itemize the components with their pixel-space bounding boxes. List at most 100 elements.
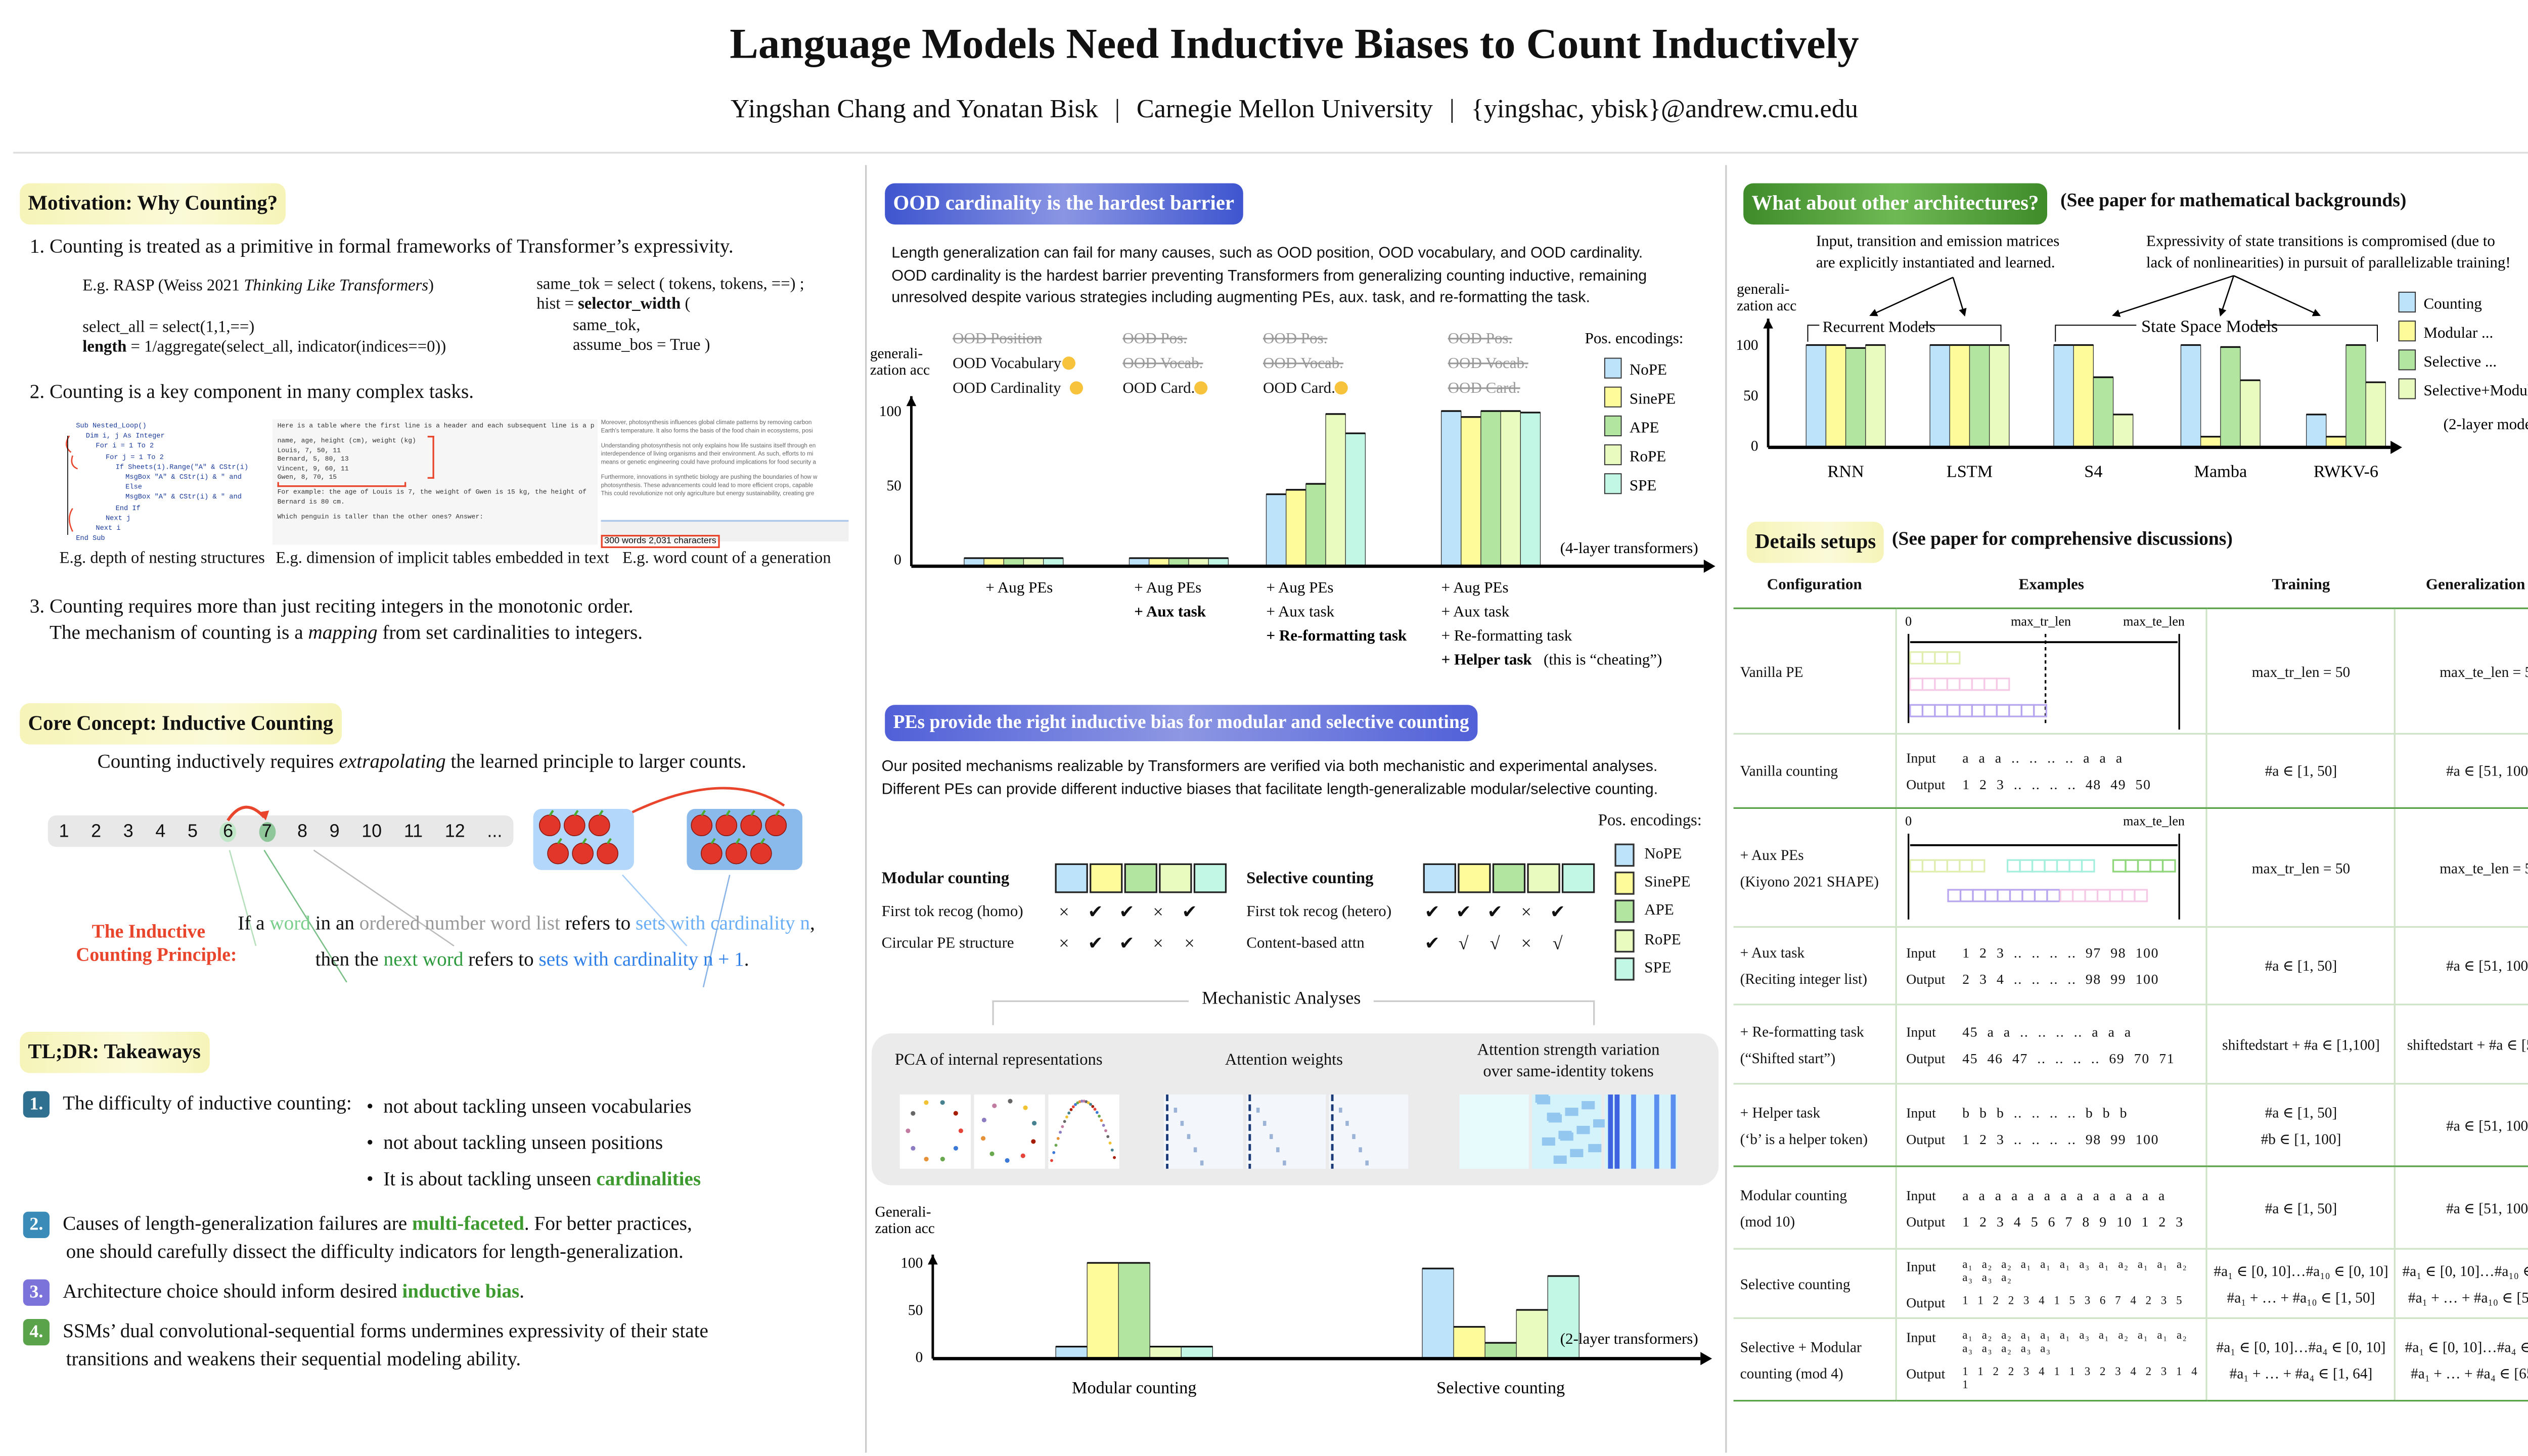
ood-condition-label: OOD Pos. xyxy=(1122,329,1187,347)
word-count-badge: 300 words 2,031 characters xyxy=(601,534,720,549)
config-cell: + Re-formatting task (“Shifted start”) xyxy=(1733,1004,1895,1085)
implicit-table-example: Here is a table where the first line is … xyxy=(272,419,598,545)
diagram-label: max_te_len xyxy=(2123,613,2185,628)
test-range: #a ∈ [51, 100] xyxy=(2446,1116,2528,1133)
bar-ape-2 xyxy=(1305,483,1326,567)
output-tokens: 1 2 3 4 5 6 7 8 9 10 1 2 3 xyxy=(1962,1212,2184,1230)
text: OOD cardinality is the hardest barrier p… xyxy=(891,265,1647,283)
architectures-chart: 0 50 100 generali-zation acc (2-layer models… xyxy=(1736,232,2528,481)
io-example: Input a₁ a₂ a₂ a₁ a₁ a₁ a₃ a₁ a₂ a₁ a₁ a₂… xyxy=(1897,1328,2206,1391)
pca-point xyxy=(1106,1135,1110,1139)
pca-point xyxy=(1067,1111,1071,1115)
output-tokens: 1 2 3 .. .. .. .. 98 99 100 xyxy=(1962,1130,2159,1147)
config-text: (Kiyono 2021 SHAPE) xyxy=(1740,872,1879,889)
test-cell: #a₁ ∈ [0, 10]…#a₁₀ ∈ [0, 10] #a₁ + … + #a… xyxy=(2394,1249,2528,1319)
pca-point xyxy=(1100,1119,1103,1122)
ood-condition-label: OOD Card. xyxy=(1448,379,1520,396)
test-range: max_te_len = 50 xyxy=(2440,859,2528,876)
mechanism-label: Circular PE structure xyxy=(881,935,1014,952)
legend-swatch xyxy=(1614,843,1635,867)
example-cell: Input a a a a a a a a a a a a a Output 1 2 … xyxy=(1894,1166,2207,1250)
bar-sinepe-1 xyxy=(1453,1326,1485,1359)
mechanism-row: Circular PE structure × ✔ ✔ × × xyxy=(882,928,1229,959)
text: Counting inductively requires xyxy=(97,749,339,773)
pca-point xyxy=(1050,1159,1053,1162)
code-line: If Sheets(1).Range("A" & CStr(i) xyxy=(115,465,249,472)
io-example: Input 45 a a .. .. .. .. a a a Output 45 46… xyxy=(1897,1023,2206,1066)
architectures-note: (See paper for mathematical backgrounds) xyxy=(2060,191,2407,211)
mechanism-mark: × xyxy=(1521,933,1531,953)
motivation-point-3: 3. Counting requires more than just reci… xyxy=(29,594,634,618)
code-line: Sub Nested_Loop() xyxy=(76,424,147,431)
training-cell: max_tr_len = 50 xyxy=(2206,808,2395,928)
number-word: 6 xyxy=(219,821,237,841)
test-cell: #a ∈ [51, 100] xyxy=(2394,734,2528,809)
pca-point xyxy=(1108,1142,1112,1145)
table-height-bracket xyxy=(427,436,434,479)
group-label: + Aug PEs xyxy=(985,578,1053,596)
takeaway-1-bullet: • not about tackling unseen vocabularies xyxy=(366,1094,692,1118)
bar-spe-3 xyxy=(1520,412,1541,567)
config-cell: Selective + Modular counting (mod 4) xyxy=(1733,1318,1895,1402)
input-label: Input xyxy=(1906,749,1936,766)
takeaway-1-bullet: • It is about tackling unseen cardinalit… xyxy=(366,1167,701,1191)
training-range: max_tr_len = 50 xyxy=(2251,859,2351,876)
code-hist-suffix: ( xyxy=(681,295,691,314)
group-label-note: (this is “cheating”) xyxy=(1544,650,1662,668)
number-word: ... xyxy=(487,821,503,841)
mechanism-mark: ✔ xyxy=(1119,934,1135,954)
legend-swatch xyxy=(1604,473,1622,494)
legend-swatch xyxy=(1614,872,1635,895)
pca-plot xyxy=(974,1094,1045,1169)
author-line: Yingshan Chang and Yonatan Bisk | Carneg… xyxy=(0,96,2528,125)
pca-point xyxy=(1110,1148,1114,1152)
number-word: 1 xyxy=(59,821,69,841)
pca-point xyxy=(906,1128,911,1133)
output-label: Output xyxy=(1906,776,1946,793)
output-label: Output xyxy=(1906,1130,1946,1147)
principle-line-1: If a word in an ordered number word list… xyxy=(238,911,815,936)
example-cell: Input 45 a a .. .. .. .. a a a Output 45 46… xyxy=(1894,1004,2207,1085)
bar-counting-4 xyxy=(2306,414,2327,448)
input-label: Input xyxy=(1906,1328,1936,1345)
highlight: inductive bias xyxy=(402,1279,520,1303)
pca-point xyxy=(1059,1130,1062,1134)
legend-label: SPE xyxy=(1644,961,1672,978)
test-range: #a₁ ∈ [0, 10]…#a₁₀ ∈ [0, 10] xyxy=(2402,1262,2528,1279)
test-range: #a ∈ [51, 100] xyxy=(2446,957,2528,974)
mechanism-mark: ✔ xyxy=(1119,903,1135,923)
ood-condition-label: OOD Vocab. xyxy=(1448,354,1528,372)
x-tick-label: S4 xyxy=(2084,462,2102,481)
table-row: Modular counting (mod 10) Input a a a a a a… xyxy=(1733,1166,2528,1250)
mechanism-title: Modular counting xyxy=(881,869,1010,888)
pe-swatch xyxy=(1159,863,1192,893)
bar-spe-0 xyxy=(1181,1346,1213,1359)
motivation-point-2: 2. Counting is a key component in many c… xyxy=(29,380,474,403)
ood-condition-label: OOD Pos. xyxy=(1263,329,1328,347)
header-divider xyxy=(13,152,2528,154)
legend-label: NoPE xyxy=(1630,360,1667,378)
test-range: #a₁ + … + #a₁₀ ∈ [50, 100] xyxy=(2408,1288,2528,1305)
modular-selective-chart: 0 50 100 Generali-zation acc (2-layer transf… xyxy=(875,1204,1712,1397)
bar-modular--1 xyxy=(1949,344,1970,448)
config-cell: + Aux PEs (Kiyono 2021 SHAPE) xyxy=(1733,808,1895,928)
text: SSMs’ dual convolutional-sequential form… xyxy=(63,1318,708,1342)
essay-line: Moreover, photosynthesis influences glob… xyxy=(601,419,812,426)
confounded-face-icon xyxy=(1194,381,1208,395)
number-word: 3 xyxy=(123,821,133,841)
output-label: Output xyxy=(1906,1293,1946,1310)
legend-label: SinePE xyxy=(1644,875,1691,892)
chart-note: (2-layer models) xyxy=(2444,415,2528,433)
pca-point xyxy=(1063,1120,1066,1123)
text: the learned principle to larger counts. xyxy=(445,749,747,773)
pca-point xyxy=(1098,1114,1101,1118)
diagram-label: max_te_len xyxy=(2123,813,2185,828)
training-cell: shiftedstart + #a ∈ [1,100] xyxy=(2206,1004,2395,1085)
mechanism-mark: × xyxy=(1521,902,1531,922)
emphasis: mapping xyxy=(308,620,378,644)
confounded-face-icon xyxy=(1069,381,1084,395)
mechanism-mark: √ xyxy=(1489,933,1500,953)
number-badge: 1. xyxy=(23,1091,50,1118)
cardinality-highlight: sets with cardinality n xyxy=(636,911,810,935)
